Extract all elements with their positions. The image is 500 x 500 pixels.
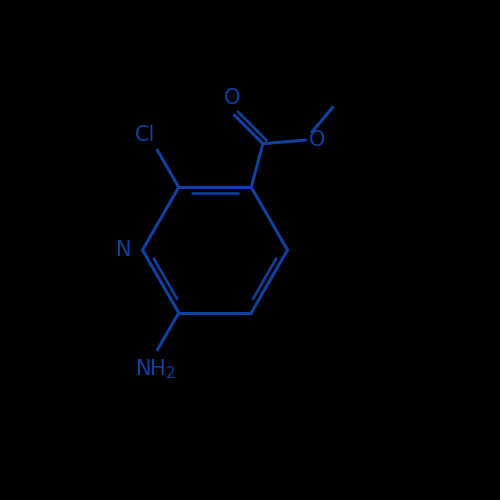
Text: Cl: Cl [134,126,155,146]
Text: N: N [116,240,132,260]
Text: O: O [224,88,240,108]
Text: O: O [308,130,325,150]
Text: NH$_2$: NH$_2$ [134,357,175,380]
